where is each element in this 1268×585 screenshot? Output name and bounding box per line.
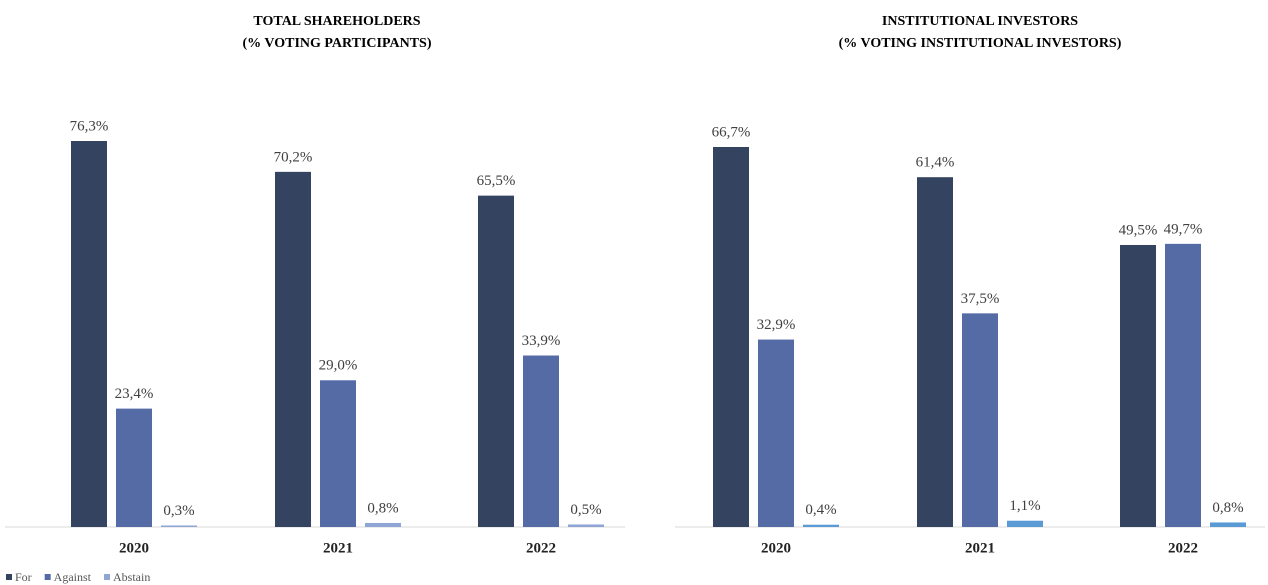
bar xyxy=(1120,244,1156,527)
legend-swatch xyxy=(44,574,51,580)
chart-subtitle: (% VOTING PARTICIPANTS) xyxy=(242,36,431,51)
bar xyxy=(161,525,197,527)
data-label: 1,1% xyxy=(1009,498,1040,514)
bar xyxy=(1007,520,1043,527)
bar xyxy=(116,408,152,527)
data-label: 33,9% xyxy=(522,333,561,349)
legend-label: Against xyxy=(54,570,92,584)
data-label: 61,4% xyxy=(916,155,955,171)
bar xyxy=(365,522,401,527)
legend-label: For xyxy=(15,570,32,584)
x-tick-label: 2022 xyxy=(526,540,556,556)
x-tick-label: 2020 xyxy=(761,540,791,556)
bar xyxy=(71,141,107,527)
chart-title: INSTITUTIONAL INVESTORS xyxy=(882,14,1078,29)
x-tick-label: 2021 xyxy=(323,540,353,556)
x-tick-label: 2020 xyxy=(119,540,149,556)
data-label: 0,5% xyxy=(570,502,601,518)
data-label: 0,8% xyxy=(367,500,398,516)
chart-title: TOTAL SHAREHOLDERS xyxy=(253,14,420,29)
data-label: 0,3% xyxy=(163,503,194,519)
legend-swatch xyxy=(104,574,111,580)
data-label: 37,5% xyxy=(961,291,1000,307)
bar xyxy=(917,177,953,528)
data-label: 29,0% xyxy=(319,358,358,374)
data-label: 66,7% xyxy=(712,124,751,140)
data-label: 0,8% xyxy=(1212,500,1243,516)
data-label: 49,5% xyxy=(1119,222,1158,238)
bar xyxy=(1210,522,1246,527)
bar xyxy=(320,380,356,527)
x-tick-label: 2021 xyxy=(965,540,995,556)
bar xyxy=(962,313,998,527)
bar xyxy=(568,524,604,527)
bar xyxy=(523,355,559,527)
bar xyxy=(758,339,794,527)
data-label: 70,2% xyxy=(274,149,313,165)
data-label: 49,7% xyxy=(1164,221,1203,237)
bar xyxy=(713,147,749,527)
legend-label: Abstain xyxy=(113,570,150,584)
data-label: 32,9% xyxy=(757,317,796,333)
bar xyxy=(275,171,311,528)
data-label: 65,5% xyxy=(477,173,516,189)
bar xyxy=(803,524,839,527)
data-label: 23,4% xyxy=(115,386,154,402)
data-label: 0,4% xyxy=(805,502,836,518)
legend-swatch xyxy=(6,574,12,580)
data-label: 76,3% xyxy=(70,118,109,134)
x-tick-label: 2022 xyxy=(1168,540,1198,556)
chart-subtitle: (% VOTING INSTITUTIONAL INVESTORS) xyxy=(839,36,1122,51)
bar xyxy=(478,195,514,527)
bar xyxy=(1165,243,1201,528)
